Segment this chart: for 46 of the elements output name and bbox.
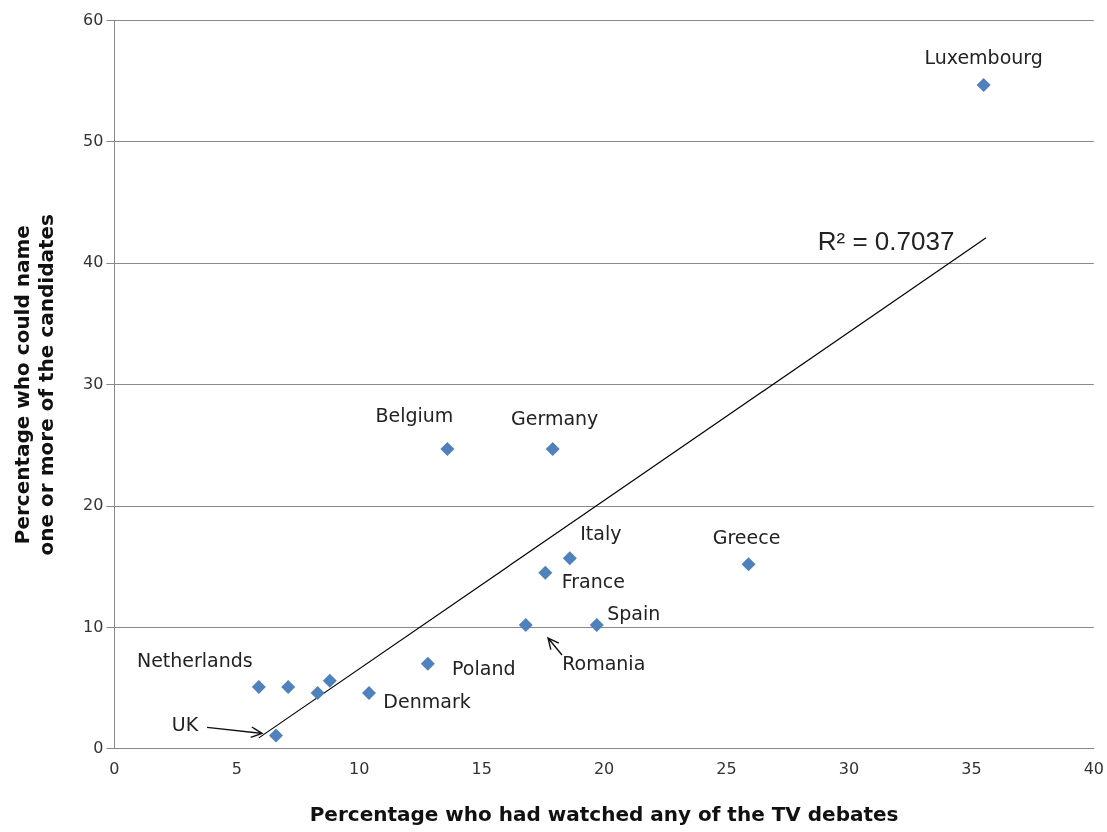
data-label: Greece — [712, 526, 781, 549]
data-label: Spain — [607, 601, 661, 624]
data-label: Germany — [511, 406, 599, 429]
point — [589, 618, 604, 633]
point — [976, 77, 991, 92]
point — [562, 551, 577, 566]
y-tick-label: 10 — [83, 616, 104, 636]
x-tick-label: 10 — [349, 758, 370, 778]
x-axis-title: Percentage who had watched any of the TV debates — [309, 802, 899, 827]
y-tick-label: 30 — [83, 373, 104, 393]
point — [538, 565, 553, 580]
y-tick-label: 0 — [93, 737, 104, 757]
point — [545, 442, 560, 457]
y-tick-label: 40 — [83, 252, 104, 272]
data-label: Poland — [452, 656, 516, 679]
data-label: Luxembourg — [924, 45, 1043, 68]
point — [281, 679, 296, 694]
y-tick-label: 60 — [83, 9, 104, 29]
x-tick-label: 0 — [109, 758, 120, 778]
point — [420, 656, 435, 671]
data-label: UK — [171, 713, 199, 736]
point — [310, 685, 325, 700]
data-label: Italy — [580, 522, 622, 545]
point — [741, 557, 756, 572]
y-tick-label: 50 — [83, 131, 104, 151]
annotation: R² = 0.7037 — [817, 226, 955, 257]
x-tick-label: 25 — [716, 758, 737, 778]
y-tick-label: 20 — [83, 495, 104, 515]
x-tick-label: 40 — [1083, 758, 1104, 778]
point — [518, 618, 533, 633]
x-tick-label: 30 — [838, 758, 860, 778]
point — [268, 728, 283, 743]
x-tick-label: 35 — [961, 758, 982, 778]
data-label: Romania — [562, 651, 646, 674]
data-label: France — [561, 569, 625, 592]
point — [322, 673, 337, 688]
data-label: Belgium — [375, 403, 454, 426]
x-tick-label: 5 — [231, 758, 242, 778]
y-axis-title: Percentage who could name one or more of the candidates — [10, 214, 59, 556]
point — [251, 679, 266, 694]
point — [362, 685, 377, 700]
point — [440, 442, 455, 457]
data-label: Netherlands — [136, 648, 253, 671]
x-tick-label: 15 — [471, 758, 492, 778]
x-tick-label: 20 — [593, 758, 615, 778]
data-label: Denmark — [383, 689, 471, 712]
